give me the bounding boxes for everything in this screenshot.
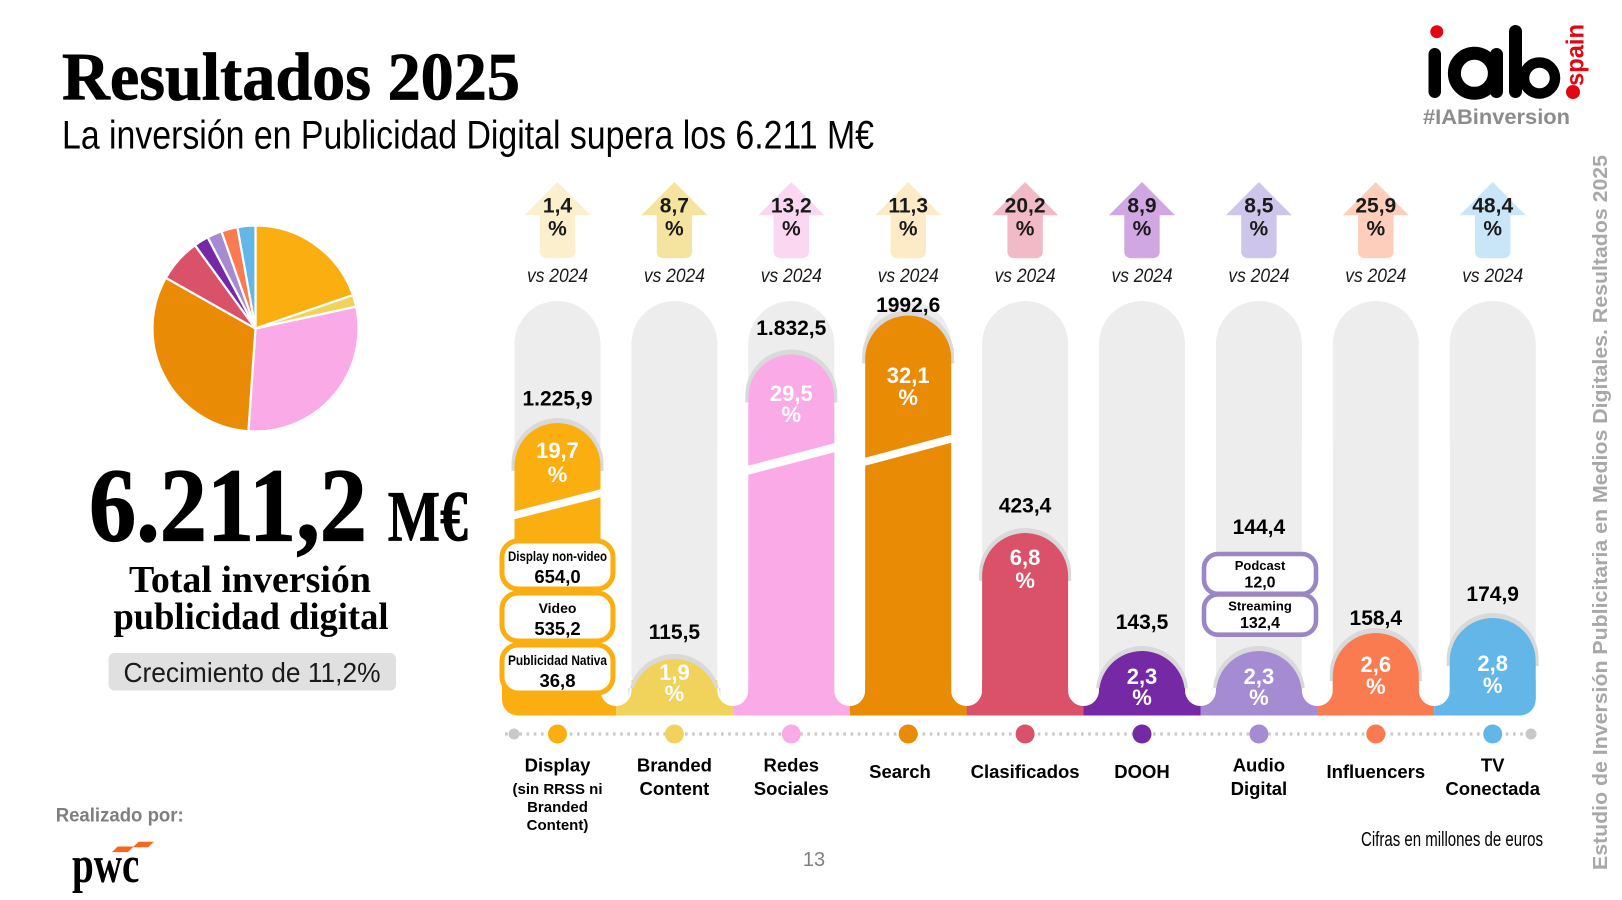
svg-text:%: % <box>665 681 685 706</box>
svg-text:1.832,5: 1.832,5 <box>756 317 826 340</box>
svg-text:Publicidad Nativa: Publicidad Nativa <box>508 652 607 668</box>
svg-text:Conectada: Conectada <box>1445 778 1540 799</box>
svg-text:%: % <box>1483 673 1503 698</box>
svg-text:19,7: 19,7 <box>536 438 579 463</box>
svg-text:%: % <box>1366 218 1385 241</box>
svg-text:spain: spain <box>1562 24 1590 86</box>
svg-text:36,8: 36,8 <box>539 670 575 691</box>
svg-text:%: % <box>665 218 684 241</box>
svg-text:29,5: 29,5 <box>770 381 813 406</box>
svg-text:8,7: 8,7 <box>660 195 689 218</box>
svg-text:Crecimiento de 11,2%: Crecimiento de 11,2% <box>124 657 381 688</box>
svg-text:(sin RRSS ni: (sin RRSS ni <box>512 781 602 798</box>
svg-text:DOOH: DOOH <box>1114 761 1170 782</box>
svg-text:%: % <box>782 218 801 241</box>
svg-text:2,3: 2,3 <box>1127 664 1158 689</box>
svg-text:158,4: 158,4 <box>1350 607 1403 630</box>
svg-text:vs 2024: vs 2024 <box>1228 266 1289 287</box>
svg-text:Cifras en millones de euros: Cifras en millones de euros <box>1361 829 1543 851</box>
svg-text:535,2: 535,2 <box>534 618 580 639</box>
svg-text:1,4: 1,4 <box>543 195 573 218</box>
svg-text:Estudio de Inversión Publicita: Estudio de Inversión Publicitaria en Med… <box>1590 155 1612 870</box>
svg-text:654,0: 654,0 <box>534 566 580 587</box>
svg-text:Search: Search <box>869 761 931 782</box>
svg-text:2,3: 2,3 <box>1244 664 1275 689</box>
svg-text:144,4: 144,4 <box>1233 516 1286 539</box>
svg-text:%: % <box>1132 685 1152 710</box>
svg-text:Video: Video <box>539 600 577 616</box>
svg-text:Branded: Branded <box>637 755 712 776</box>
svg-text:Sociales: Sociales <box>754 778 829 799</box>
svg-text:%: % <box>1483 218 1502 241</box>
svg-text:Digital: Digital <box>1231 778 1288 799</box>
svg-text:vs 2024: vs 2024 <box>1345 266 1406 287</box>
svg-text:TV: TV <box>1481 755 1505 776</box>
svg-text:6,8: 6,8 <box>1010 545 1041 570</box>
svg-text:174,9: 174,9 <box>1466 583 1519 606</box>
svg-text:%: % <box>782 402 802 427</box>
svg-text:20,2: 20,2 <box>1005 195 1046 218</box>
svg-text:vs 2024: vs 2024 <box>878 266 939 287</box>
svg-text:115,5: 115,5 <box>649 621 701 644</box>
svg-text:%: % <box>1016 218 1035 241</box>
svg-text:Total inversión: Total inversión <box>129 559 371 601</box>
svg-text:2,6: 2,6 <box>1361 652 1392 677</box>
svg-text:Display: Display <box>525 755 592 776</box>
svg-text:8,9: 8,9 <box>1127 195 1156 218</box>
svg-text:Streaming: Streaming <box>1228 598 1292 613</box>
svg-text:13,2: 13,2 <box>771 195 812 218</box>
svg-text:143,5: 143,5 <box>1116 611 1169 634</box>
svg-text:Clasificados: Clasificados <box>971 761 1080 782</box>
svg-text:8,5: 8,5 <box>1244 195 1274 218</box>
svg-text:vs 2024: vs 2024 <box>761 266 822 287</box>
svg-text:vs 2024: vs 2024 <box>527 266 588 287</box>
svg-text:423,4: 423,4 <box>999 495 1052 518</box>
svg-text:1.225,9: 1.225,9 <box>522 388 592 411</box>
svg-text:pwc: pwc <box>72 837 139 894</box>
svg-text:%: % <box>1249 685 1269 710</box>
svg-text:12,0: 12,0 <box>1244 575 1275 592</box>
svg-text:Display non-video: Display non-video <box>508 548 607 564</box>
svg-text:%: % <box>548 218 567 241</box>
svg-text:132,4: 132,4 <box>1240 615 1280 632</box>
svg-text:Content: Content <box>639 778 709 799</box>
svg-text:Audio: Audio <box>1233 755 1285 776</box>
svg-text:13: 13 <box>803 849 825 871</box>
svg-text:%: % <box>898 385 918 410</box>
svg-text:%: % <box>1015 568 1035 593</box>
svg-text:Influencers: Influencers <box>1326 761 1425 782</box>
svg-text:32,1: 32,1 <box>887 363 930 388</box>
svg-text:La inversión en Publicidad Dig: La inversión en Publicidad Digital super… <box>62 114 874 158</box>
svg-text:2,8: 2,8 <box>1477 651 1508 676</box>
svg-text:Podcast: Podcast <box>1235 558 1286 573</box>
svg-text:6.211,2: 6.211,2 <box>89 447 367 564</box>
svg-text:vs 2024: vs 2024 <box>644 266 705 287</box>
svg-text:%: % <box>1250 218 1269 241</box>
svg-text:Realizado por:: Realizado por: <box>56 805 184 827</box>
svg-text:Resultados 2025: Resultados 2025 <box>62 38 520 114</box>
svg-text:M€: M€ <box>388 477 468 557</box>
svg-text:%: % <box>1133 218 1152 241</box>
svg-text:%: % <box>548 462 568 487</box>
svg-text:Redes: Redes <box>764 755 820 776</box>
svg-text:%: % <box>899 218 918 241</box>
svg-text:vs 2024: vs 2024 <box>995 266 1056 287</box>
svg-text:25,9: 25,9 <box>1355 195 1396 218</box>
svg-text:Content): Content) <box>527 817 589 834</box>
svg-text:vs 2024: vs 2024 <box>1462 266 1523 287</box>
svg-text:1992,6: 1992,6 <box>876 294 940 317</box>
svg-text:publicidad digital: publicidad digital <box>114 596 389 638</box>
svg-text:11,3: 11,3 <box>888 195 928 218</box>
svg-text:48,4: 48,4 <box>1472 195 1513 218</box>
svg-text:Branded: Branded <box>527 799 588 816</box>
svg-text:vs 2024: vs 2024 <box>1112 266 1173 287</box>
svg-text:%: % <box>1366 674 1386 699</box>
svg-text:1,9: 1,9 <box>659 660 690 685</box>
svg-text:#IABinversion: #IABinversion <box>1423 106 1570 129</box>
